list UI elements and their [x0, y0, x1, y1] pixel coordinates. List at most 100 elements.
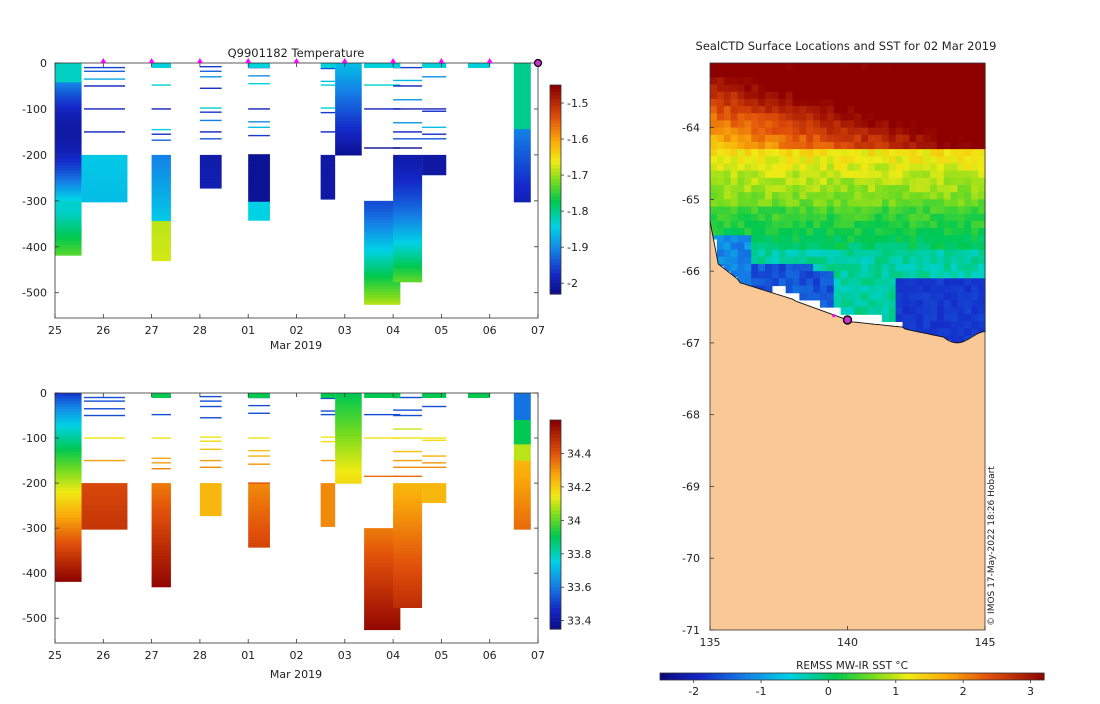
sst-cell: [936, 149, 945, 157]
sst-cell: [820, 70, 828, 78]
sst-cell: [916, 156, 924, 165]
sst-cell: [957, 321, 965, 330]
sst-cell: [902, 199, 910, 208]
sst-cell: [751, 149, 759, 157]
profile-cell: [81, 518, 128, 522]
map-y-tick-label: -66: [682, 265, 700, 278]
sst-cell: [723, 77, 732, 86]
profile-cell: [393, 207, 423, 211]
sst-cell: [820, 228, 828, 236]
dive-line: [83, 85, 126, 87]
sst-cell: [854, 285, 862, 294]
profile-cell: [320, 160, 336, 164]
sst-cell: [916, 271, 924, 279]
sst-cell: [785, 113, 794, 122]
profile-cell: [513, 414, 531, 418]
sst-cell: [806, 271, 814, 279]
profile-cell: [81, 515, 128, 519]
sst-cell: [902, 141, 910, 150]
sst-cell: [785, 91, 794, 100]
profile-cell: [513, 148, 531, 152]
profile-cell: [364, 579, 401, 583]
sst-cell: [861, 192, 869, 200]
sst-cell: [826, 177, 835, 186]
sst-cell: [923, 299, 931, 308]
profile-cell: [151, 218, 171, 222]
sst-cell: [916, 206, 924, 215]
profile-cell: [393, 229, 423, 233]
sst-cell: [854, 292, 862, 301]
sst-cell: [758, 163, 766, 172]
sst-cell: [710, 77, 718, 86]
sst-cell: [792, 263, 800, 272]
sst-cell: [916, 263, 924, 272]
sst-cell: [888, 307, 897, 315]
profile-cell: [364, 582, 401, 586]
sst-cell: [854, 127, 862, 136]
sst-cell: [895, 84, 904, 93]
profile-cell: [335, 109, 362, 114]
colorbar-cell: [550, 503, 561, 508]
profile-cell: [335, 422, 362, 427]
profile-cell: [364, 278, 401, 282]
profile-cell: [513, 468, 531, 472]
sst-cell: [909, 285, 917, 294]
sst-cell: [902, 206, 910, 215]
sst-colorbar-cell: [972, 673, 978, 680]
profile-cell: [513, 118, 531, 122]
colorbar-cell: [550, 210, 561, 215]
sst-cell: [771, 220, 780, 229]
profile-cell: [320, 182, 336, 186]
sst-cell: [875, 235, 883, 244]
sst-cell: [813, 228, 821, 236]
sst-cell: [813, 285, 821, 294]
sst-cell: [771, 170, 780, 179]
sst-cell: [799, 242, 807, 251]
profile-cell: [513, 479, 531, 483]
profile-cell: [364, 584, 401, 589]
sst-cell: [888, 106, 897, 114]
sst-cell: [861, 206, 869, 215]
colorbar-cell: [550, 611, 561, 616]
colorbar-cell: [550, 559, 561, 564]
sst-cell: [888, 84, 897, 93]
profile-cell: [364, 264, 401, 268]
profile-cell: [393, 157, 423, 162]
profile-cell: [513, 474, 531, 478]
sst-cell: [861, 177, 869, 186]
sst-cell: [765, 177, 773, 186]
x-tick-label: 02: [290, 649, 304, 662]
sst-cell: [847, 91, 855, 100]
colorbar-frame: [549, 84, 562, 295]
sst-cell: [847, 134, 855, 143]
profile-cell: [393, 265, 423, 269]
profile-cell: [199, 160, 222, 164]
profile-cell: [55, 239, 82, 243]
profile-cell: [422, 493, 447, 498]
sst-cell: [943, 328, 952, 337]
sst-cell: [833, 206, 842, 215]
x-tick-label: 07: [531, 324, 545, 337]
sst-cell: [792, 199, 800, 208]
sst-colorbar-tick-label: -2: [688, 685, 699, 698]
profile-cell: [248, 176, 270, 181]
sst-cell: [833, 192, 842, 200]
sst-cell: [826, 163, 835, 172]
colorbar-cell: [550, 186, 561, 191]
sst-cell: [936, 292, 945, 301]
profile-cell: [335, 420, 362, 424]
profile-cell: [199, 163, 222, 167]
profile-cell: [55, 131, 82, 136]
sst-cell: [923, 91, 931, 100]
sst-cell: [833, 98, 842, 107]
colorbar-cell: [550, 241, 561, 246]
profile-cell: [513, 444, 531, 448]
colorbar-cell: [550, 521, 561, 526]
profile-cell: [393, 199, 423, 203]
profile-cell: [335, 393, 362, 397]
sst-cell: [744, 220, 752, 229]
x-tick-label: 04: [386, 324, 400, 337]
sst-cell: [765, 63, 773, 71]
sst-cell: [847, 199, 855, 208]
sst-cell: [978, 192, 986, 200]
